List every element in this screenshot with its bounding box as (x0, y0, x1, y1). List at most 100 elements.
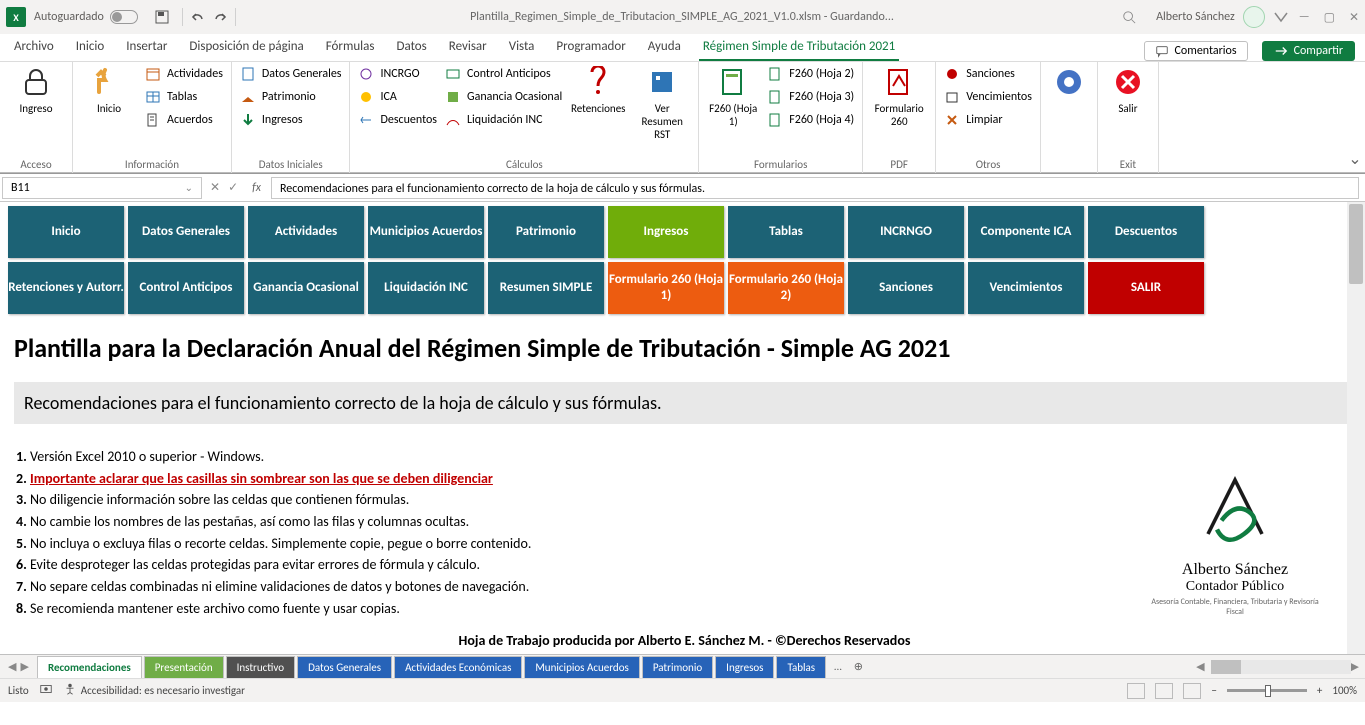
formula-cancel-icon[interactable]: ✕ (210, 180, 220, 195)
worksheet-tab[interactable]: Tablas (776, 656, 826, 678)
nav-button[interactable]: Retenciones y Autorr. (8, 262, 124, 314)
patrimonio-button[interactable]: Patrimonio (240, 89, 342, 105)
ingreso-button[interactable]: Ingreso (8, 66, 64, 115)
ayuda-button[interactable] (1049, 66, 1089, 98)
worksheet-tab[interactable]: Datos Generales (297, 656, 392, 678)
ribbon-tab[interactable]: Vista (505, 34, 539, 61)
nav-button[interactable]: Formulario 260 (Hoja 1) (608, 262, 724, 314)
ribbon-tab[interactable]: Archivo (10, 34, 58, 61)
ribbon-tab[interactable]: Inicio (72, 34, 108, 61)
vertical-scrollbar[interactable] (1347, 202, 1365, 654)
f260-hoja4-button[interactable]: F260 (Hoja 4) (767, 112, 854, 128)
ribbon-collapse-icon[interactable]: ⌄ (1345, 62, 1365, 173)
worksheet-tab[interactable]: Municipios Acuerdos (524, 656, 639, 678)
ribbon-tab[interactable]: Programador (552, 34, 629, 61)
ribbon-tab[interactable]: Disposición de página (185, 34, 307, 61)
liquidacion-inc-button[interactable]: Liquidación INC (445, 112, 562, 128)
comentarios-button[interactable]: Comentarios (1144, 41, 1248, 61)
formula-input[interactable]: Recomendaciones para el funcionamiento c… (271, 177, 1359, 199)
search-icon[interactable] (1122, 10, 1136, 24)
f260-hoja1-button[interactable]: F260 (Hoja 1) (707, 66, 759, 128)
nav-button[interactable]: Resumen SIMPLE (488, 262, 604, 314)
inicio-button[interactable]: Inicio (81, 66, 137, 115)
ribbon-tab[interactable]: Régimen Simple de Tributación 2021 (699, 34, 899, 61)
nav-button[interactable]: Control Anticipos (128, 262, 244, 314)
close-icon[interactable]: ✕ (1349, 10, 1359, 25)
f260-hoja2-button[interactable]: F260 (Hoja 2) (767, 66, 854, 82)
nav-button[interactable]: Componente ICA (968, 206, 1084, 258)
macro-record-icon[interactable] (39, 682, 53, 699)
zoom-out-icon[interactable]: − (1211, 684, 1216, 697)
datos-generales-button[interactable]: Datos Generales (240, 66, 342, 82)
view-page-layout-icon[interactable] (1155, 683, 1173, 699)
nav-button[interactable]: Formulario 260 (Hoja 2) (728, 262, 844, 314)
worksheet-tab[interactable]: Ingresos (715, 656, 774, 678)
compartir-button[interactable]: Compartir (1262, 41, 1355, 61)
worksheet-tab[interactable]: Recomendaciones (37, 656, 142, 678)
save-icon[interactable] (154, 9, 170, 25)
nav-button[interactable]: Tablas (728, 206, 844, 258)
nav-button[interactable]: Municipios Acuerdos (368, 206, 484, 258)
fx-icon[interactable]: fx (244, 181, 269, 195)
new-sheet-icon[interactable]: ⊕ (848, 660, 869, 673)
descuentos-button[interactable]: Descuentos (358, 112, 437, 128)
sanciones-button[interactable]: Sanciones (944, 66, 1032, 82)
limpiar-button[interactable]: Limpiar (944, 112, 1032, 128)
minimize-icon[interactable]: — (1299, 10, 1310, 25)
maximize-icon[interactable]: ▢ (1324, 10, 1335, 25)
salir-button[interactable]: Salir (1106, 66, 1150, 115)
nav-button[interactable]: Datos Generales (128, 206, 244, 258)
f260-hoja3-button[interactable]: F260 (Hoja 3) (767, 89, 854, 105)
nav-button[interactable]: Inicio (8, 206, 124, 258)
actividades-button[interactable]: Actividades (145, 66, 223, 82)
autosave-toggle[interactable] (110, 10, 138, 24)
vencimientos-button[interactable]: Vencimientos (944, 89, 1032, 105)
nav-button[interactable]: Patrimonio (488, 206, 604, 258)
nav-button[interactable]: Actividades (248, 206, 364, 258)
accessibility-icon[interactable] (63, 682, 77, 699)
tablas-button[interactable]: Tablas (145, 89, 223, 105)
worksheet-tab[interactable]: Presentación (144, 656, 224, 678)
tab-scroll-left-icon[interactable]: ◀ (8, 660, 16, 673)
acuerdos-button[interactable]: Acuerdos (145, 112, 223, 128)
worksheet-tab[interactable]: Patrimonio (642, 656, 713, 678)
ingresos-button[interactable]: Ingresos (240, 112, 342, 128)
worksheet-tab[interactable]: Instructivo (226, 656, 295, 678)
ribbon-tab[interactable]: Insertar (122, 34, 171, 61)
worksheet-tab[interactable]: Actividades Económicas (394, 656, 522, 678)
ver-resumen-rst-button[interactable]: Ver Resumen RST (634, 66, 690, 141)
control-anticipos-button[interactable]: Control Anticipos (445, 66, 562, 82)
zoom-in-icon[interactable]: + (1317, 684, 1322, 697)
nav-button[interactable]: INCRNGO (848, 206, 964, 258)
redo-icon[interactable] (213, 9, 229, 25)
nav-button[interactable]: Ganancia Ocasional (248, 262, 364, 314)
ica-button[interactable]: ICA (358, 89, 437, 105)
retenciones-button[interactable]: Retenciones (570, 66, 626, 115)
formulario-260-pdf-button[interactable]: Formulario 260 (871, 66, 927, 128)
ribbon-tabs: Archivo Inicio Insertar Disposición de pági… (0, 34, 1365, 62)
formula-accept-icon[interactable]: ✓ (228, 180, 238, 195)
ganancia-ocasional-button[interactable]: Ganancia Ocasional (445, 89, 562, 105)
ribbon-tab[interactable]: Ayuda (644, 34, 685, 61)
nav-button[interactable]: Ingresos (608, 206, 724, 258)
cell-reference-input[interactable]: B11⌄ (2, 177, 202, 199)
more-tabs-icon[interactable]: … (828, 660, 848, 673)
horizontal-scrollbar[interactable]: ◀ ▶ (869, 660, 1365, 674)
zoom-slider[interactable] (1227, 689, 1307, 692)
nav-button[interactable]: Vencimientos (968, 262, 1084, 314)
undo-icon[interactable] (189, 9, 205, 25)
view-normal-icon[interactable] (1127, 683, 1145, 699)
ribbon-tab[interactable]: Datos (392, 34, 430, 61)
nav-button[interactable]: SALIR (1088, 262, 1204, 314)
ribbon-options-icon[interactable] (1273, 9, 1289, 25)
nav-button[interactable]: Descuentos (1088, 206, 1204, 258)
ribbon-tab[interactable]: Revisar (445, 34, 491, 61)
tab-scroll-right-icon[interactable]: ▶ (20, 660, 28, 673)
nav-button[interactable]: Sanciones (848, 262, 964, 314)
group-pdf-label: PDF (871, 156, 927, 171)
user-avatar-icon[interactable] (1243, 6, 1265, 28)
incrgo-button[interactable]: INCRGO (358, 66, 437, 82)
view-page-break-icon[interactable] (1183, 683, 1201, 699)
ribbon-tab[interactable]: Fórmulas (322, 34, 379, 61)
nav-button[interactable]: Liquidación INC (368, 262, 484, 314)
